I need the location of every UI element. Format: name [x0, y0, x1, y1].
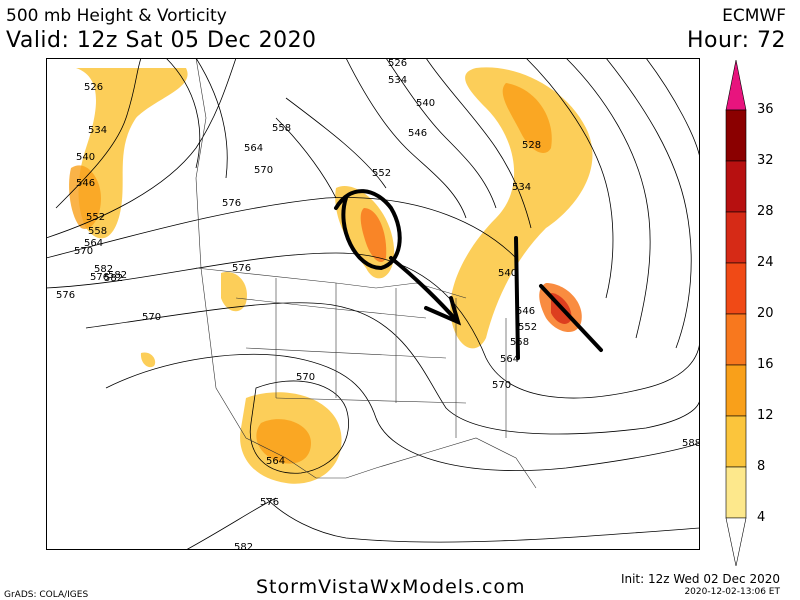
contour-label: 534: [388, 75, 407, 86]
contour-label: 546: [76, 178, 95, 189]
contour-label: 558: [272, 123, 291, 134]
contour-label: 588: [682, 438, 700, 449]
valid-time-label: Valid: 12z Sat 05 Dec 2020: [6, 28, 317, 53]
weather-map: 526 534 540 546 552 558 564 570 576 582 …: [46, 58, 700, 550]
colorbar-bottom-arrow: [725, 517, 747, 567]
contour-label: 552: [518, 322, 537, 333]
chart-title: 500 mb Height & Vorticity: [6, 6, 227, 26]
colorbar-top-arrow: [725, 60, 747, 111]
colorbar-tick-label: 4: [757, 510, 766, 525]
colorbar-box: [725, 160, 747, 213]
contour-label: 564: [500, 354, 519, 365]
contour-label: 558: [510, 337, 529, 348]
colorbar-tick-label: 20: [757, 306, 774, 321]
colorbar-box: [725, 109, 747, 162]
colorbar-tick-label: 12: [757, 408, 774, 423]
contour-label: 570: [74, 246, 93, 257]
contour-label: 552: [86, 212, 105, 223]
contour-label: 534: [88, 125, 107, 136]
colorbar-tick-label: 8: [757, 459, 766, 474]
contour-label: 582: [108, 270, 127, 281]
vorticity-shading: [69, 67, 593, 484]
contour-label: 528: [522, 140, 541, 151]
init-time: Init: 12z Wed 02 Dec 2020: [620, 572, 780, 586]
contour-label: 582: [94, 264, 113, 275]
contour-label: 576: [260, 497, 279, 508]
colorbar-box: [725, 415, 747, 468]
contour-label: 558: [88, 226, 107, 237]
colorbar-box: [725, 466, 747, 519]
contour-label: 552: [372, 168, 391, 179]
colorbar-tick-label: 16: [757, 357, 774, 372]
height-contours: [46, 58, 700, 550]
contour-label: 526: [388, 58, 407, 69]
contour-label: 540: [76, 152, 95, 163]
map-frame: [46, 58, 700, 550]
colorbar-box: [725, 364, 747, 417]
colorbar-tick-label: 24: [757, 255, 774, 270]
colorbar-box: [725, 262, 747, 315]
vorticity-colorbar: [725, 60, 747, 567]
colorbar-tick-label: 32: [757, 153, 774, 168]
contour-label: 540: [416, 98, 435, 109]
contour-label: 546: [516, 306, 535, 317]
contour-label: 564: [84, 238, 103, 249]
contour-label: 570: [296, 372, 315, 383]
colorbar-box: [725, 313, 747, 366]
contour-label: 570: [142, 312, 161, 323]
colorbar-box: [725, 211, 747, 264]
contour-label: 576: [232, 263, 251, 274]
colorbar-tick-label: 28: [757, 204, 774, 219]
colorbar-tick-label: 36: [757, 102, 774, 117]
forecast-hour: Hour: 72: [686, 28, 786, 53]
contour-label: 564: [266, 456, 285, 467]
contour-label: 546: [408, 128, 427, 139]
contour-label: 534: [512, 182, 531, 193]
contour-label: 576: [222, 198, 241, 209]
contour-label: 526: [84, 82, 103, 93]
contour-label: 582: [104, 273, 123, 284]
contour-label: 564: [244, 143, 263, 154]
contour-label: 540: [498, 268, 517, 279]
contour-label: 576: [90, 272, 109, 283]
contour-label: 576: [56, 290, 75, 301]
contour-label-group: 526 534 540 546 552 558 564 570 576 582 …: [56, 58, 700, 550]
contour-label: 570: [492, 380, 511, 391]
contour-label: 582: [234, 542, 253, 550]
website-label: StormVistaWxModels.com: [256, 576, 526, 598]
model-name: ECMWF: [722, 6, 786, 26]
grads-credit: GrADS: COLA/IGES: [4, 590, 89, 600]
render-timestamp: 2020-12-02-13:06 ET: [684, 587, 780, 597]
contour-label: 570: [254, 165, 273, 176]
annotation-marks: [334, 189, 603, 360]
